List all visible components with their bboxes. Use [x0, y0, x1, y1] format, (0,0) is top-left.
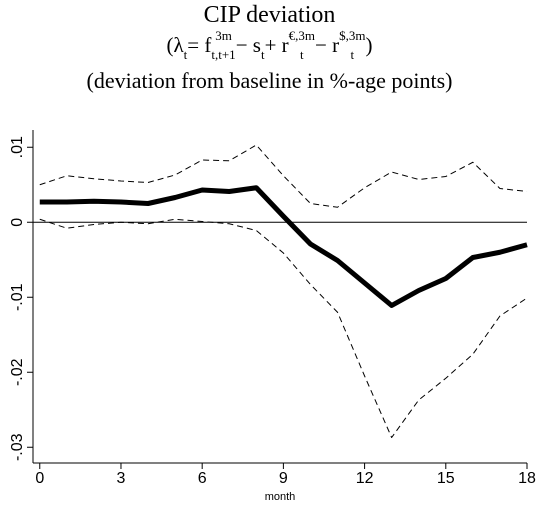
formula-base: ): [365, 32, 373, 57]
formula-term: (λ t: [166, 32, 188, 62]
x-tick-label: 12: [356, 470, 374, 487]
formula-scripts: €,3m t: [288, 28, 316, 62]
x-tick-label: 9: [279, 470, 288, 487]
x-tick-label: 15: [437, 470, 455, 487]
formula-scripts: $,3m t: [339, 28, 366, 62]
x-tick-label: 0: [35, 470, 44, 487]
chart-subtitle: (deviation from baseline in %-age points…: [86, 68, 453, 93]
confidence-band-line: [39, 144, 528, 208]
y-tick-label: -.01: [9, 283, 26, 311]
y-tick-label: .01: [9, 136, 26, 158]
confidence-band-line: [39, 218, 528, 438]
formula-term: ): [366, 33, 373, 58]
formula-sub: t,t+1: [211, 47, 236, 62]
formula-sup: 3m: [215, 28, 232, 43]
formula-base: + r: [264, 32, 289, 57]
formula-base: − r: [315, 32, 340, 57]
formula-sub: t: [350, 47, 355, 62]
x-tick-label: 3: [117, 470, 126, 487]
formula-sup: €,3m: [288, 28, 316, 43]
formula-term: = f 3m t,t+1: [187, 28, 236, 62]
chart-title: CIP deviation: [203, 2, 336, 28]
y-tick-label: 0: [9, 218, 26, 227]
formula-term: − r $,3m t: [315, 28, 366, 62]
formula-sup: $,3m: [339, 28, 366, 43]
formula-scripts: t: [183, 32, 188, 62]
formula-sub: t: [183, 47, 188, 62]
formula-term: + r €,3m t: [264, 28, 316, 62]
formula-base: = f: [187, 32, 212, 57]
x-axis-label: month: [265, 491, 296, 503]
formula-base: − s: [235, 32, 261, 57]
formula-scripts: 3m t,t+1: [211, 28, 236, 62]
estimate-line: [39, 185, 528, 308]
formula-sub: t: [260, 47, 265, 62]
formula-base: (λ: [166, 32, 184, 57]
formula-sub: t: [300, 47, 304, 62]
y-tick-label: -.02: [9, 358, 26, 386]
x-tick-label: 18: [518, 470, 536, 487]
x-tick-label: 6: [198, 470, 207, 487]
formula-scripts: t: [260, 32, 265, 62]
y-tick-label: -.03: [9, 433, 26, 461]
